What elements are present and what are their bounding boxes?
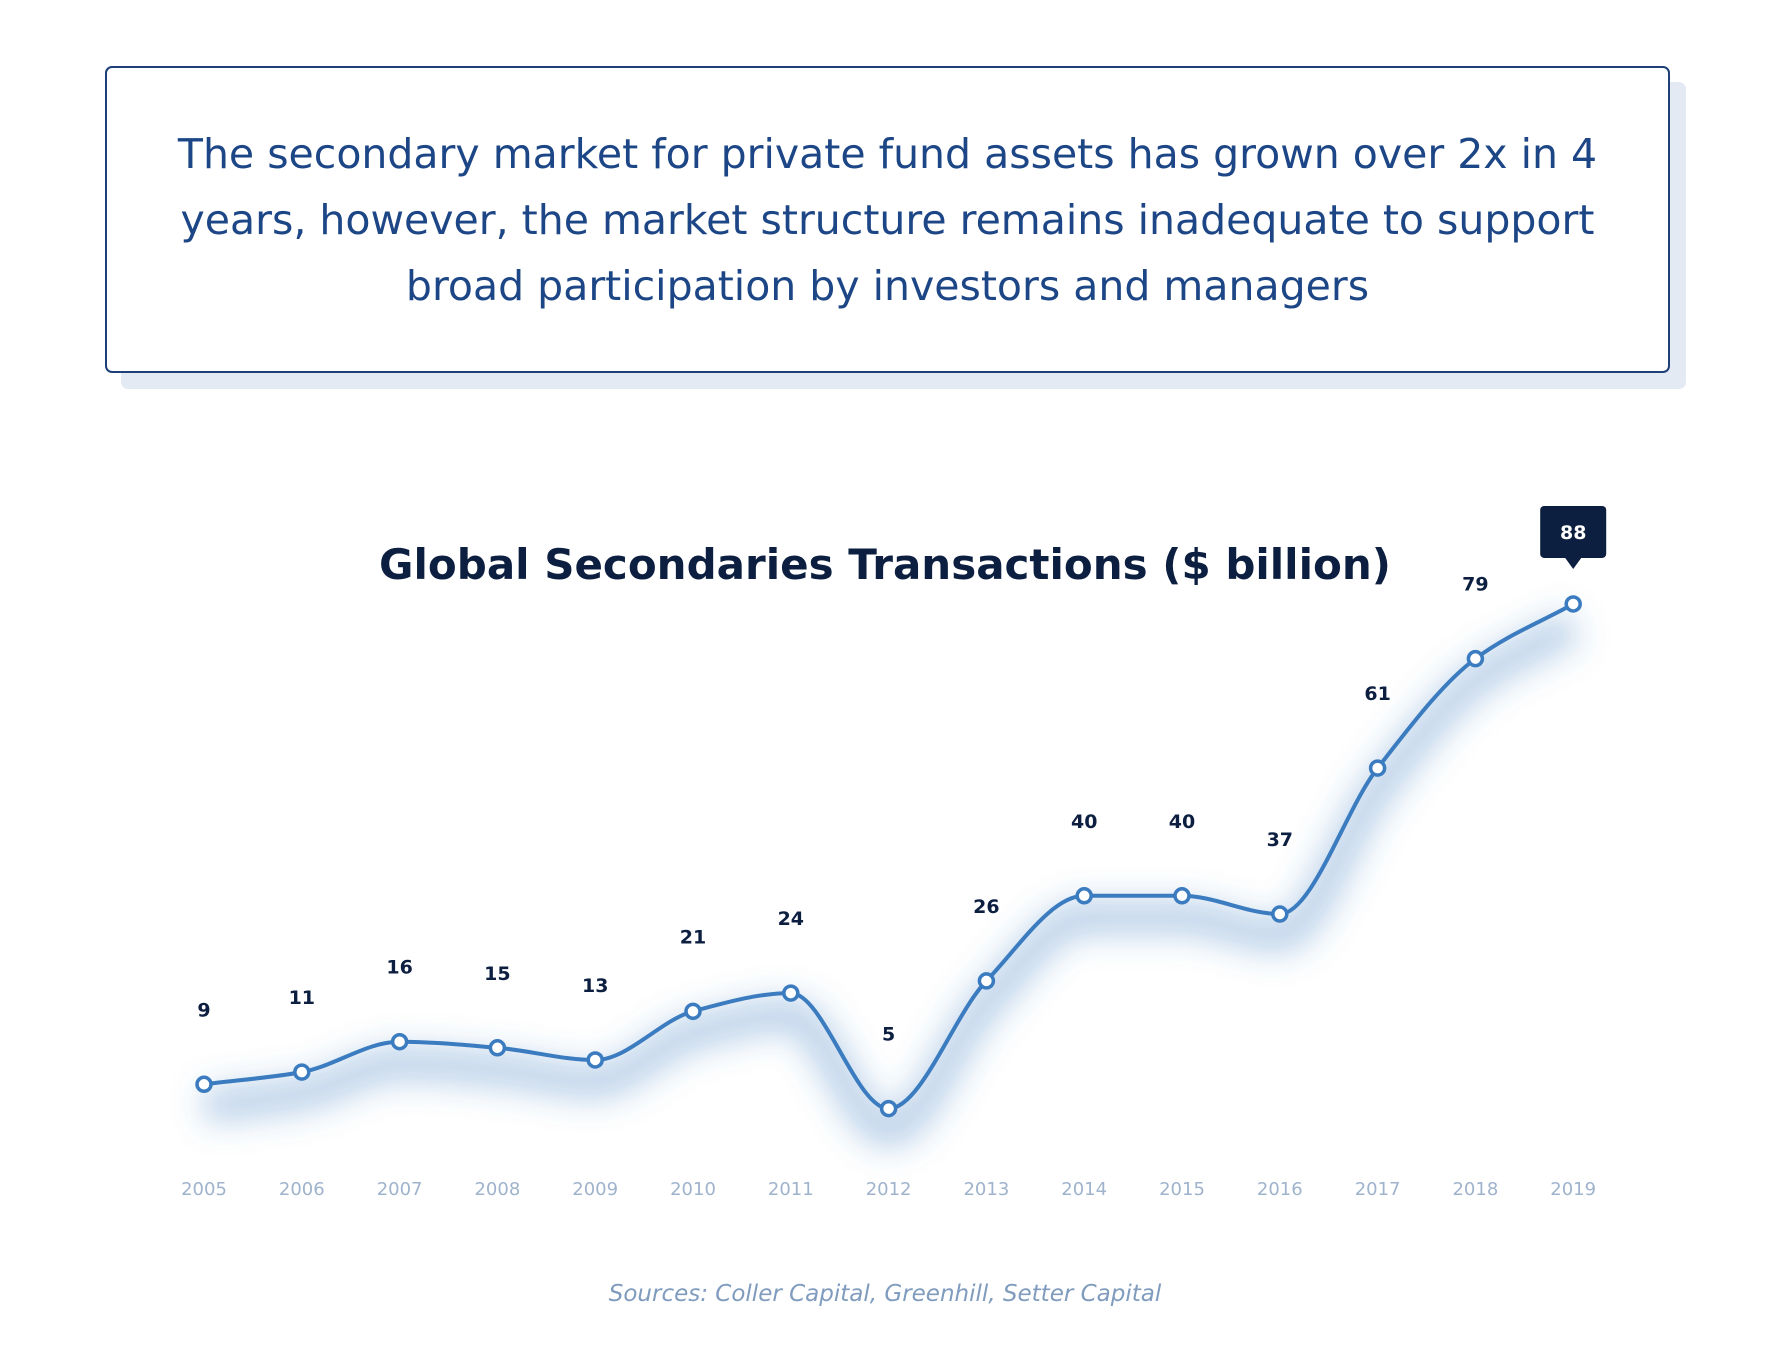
data-label-2008: 15	[484, 963, 510, 985]
headline-text: The secondary market for private fund as…	[177, 129, 1598, 310]
data-label-2015: 40	[1169, 811, 1195, 833]
x-tick-2016: 2016	[1257, 1179, 1303, 1200]
x-tick-2011: 2011	[768, 1179, 814, 1200]
x-tick-2005: 2005	[181, 1179, 227, 1200]
x-tick-2007: 2007	[377, 1179, 423, 1200]
x-tick-2019: 2019	[1550, 1179, 1596, 1200]
x-tick-2018: 2018	[1452, 1179, 1498, 1200]
data-point-2015	[1173, 887, 1191, 905]
series-line	[202, 602, 1576, 1111]
callout-box	[1540, 505, 1607, 558]
x-tick-2010: 2010	[670, 1179, 716, 1200]
data-point-2008	[488, 1039, 507, 1057]
data-point-2010	[684, 1002, 702, 1021]
x-tick-2006: 2006	[279, 1179, 325, 1200]
data-label-2012: 5	[882, 1024, 895, 1046]
data-label-2013: 26	[973, 896, 999, 918]
x-tick-2014: 2014	[1061, 1179, 1107, 1200]
data-label-2014: 40	[1071, 811, 1097, 833]
data-point-2013	[977, 972, 996, 990]
data-point-2017	[1368, 759, 1387, 777]
data-point-2014	[1075, 887, 1093, 905]
data-point-2007	[390, 1032, 409, 1051]
data-point-2009	[586, 1051, 604, 1069]
source-note: Sources: Coller Capital, Greenhill, Sett…	[608, 1281, 1162, 1307]
data-point-2016	[1271, 905, 1289, 923]
data-point-2011	[782, 984, 800, 1002]
data-label-2018: 79	[1462, 574, 1488, 596]
data-label-2005: 9	[197, 999, 210, 1021]
callout-pointer	[1565, 557, 1582, 569]
highlight-callout: 88	[1540, 505, 1607, 569]
line-glow	[201, 611, 1582, 1148]
data-labels: 9 11 16 15 13 21 24 5 26 40 40 37 61 79	[197, 574, 1488, 1046]
data-point-2019	[1564, 595, 1582, 613]
series-line-glow	[201, 611, 1582, 1148]
data-point-2012	[879, 1099, 898, 1118]
data-label-2017: 61	[1364, 683, 1390, 705]
point-markers	[195, 595, 1582, 1118]
x-tick-2009: 2009	[572, 1179, 618, 1200]
data-point-2018	[1466, 649, 1485, 668]
x-tick-2012: 2012	[866, 1179, 912, 1200]
series-line-path	[202, 602, 1576, 1111]
data-label-2007: 16	[386, 957, 412, 979]
data-label-2019: 88	[1560, 522, 1586, 544]
data-label-2016: 37	[1267, 829, 1293, 851]
data-label-2010: 21	[680, 926, 706, 948]
x-tick-2013: 2013	[963, 1179, 1009, 1200]
data-point-2006	[293, 1063, 311, 1081]
x-axis-ticks: 2005 2006 2007 2008 2009 2010 2011 2012 2013 2014…	[181, 1179, 1596, 1200]
x-tick-2015: 2015	[1159, 1179, 1205, 1200]
headline-box: The secondary market for private fund as…	[105, 66, 1670, 373]
data-point-2005	[195, 1075, 213, 1094]
chart-title: Global Secondaries Transactions ($ billi…	[379, 540, 1391, 589]
x-tick-2017: 2017	[1355, 1179, 1401, 1200]
data-label-2009: 13	[582, 975, 608, 997]
x-tick-2008: 2008	[474, 1179, 520, 1200]
data-label-2006: 11	[289, 987, 315, 1009]
data-label-2011: 24	[778, 908, 804, 930]
